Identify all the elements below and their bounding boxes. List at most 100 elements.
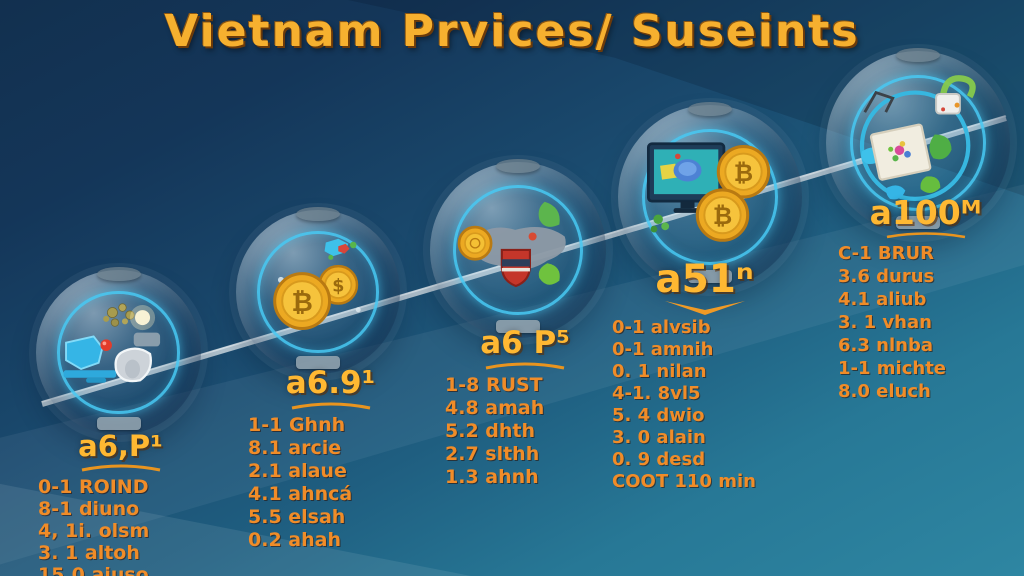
dot	[355, 306, 361, 312]
map-icon	[63, 335, 116, 383]
gold-coin-icon	[457, 225, 493, 261]
stat-line: 1-1 Ghnh	[248, 414, 346, 436]
underline-swoosh	[81, 464, 160, 472]
bubble-ring	[849, 74, 987, 212]
stat-line: 1.3 ahnh	[445, 466, 539, 488]
stage-5-stats: a100ᴹ C-1 BRUR 3.6 durus 4.1 aliub 3. 1 …	[838, 196, 1013, 403]
stat-line: 3. 0 alain	[612, 427, 706, 448]
bubble-base	[688, 270, 732, 284]
green-continent-icon	[920, 134, 952, 194]
bubble-cap	[688, 102, 732, 116]
stat-line: 3. 1 vhan	[838, 312, 932, 333]
stage-2-stats: a6.9¹ 1-1 Ghnh 8.1 arcie 2.1 alaue 4.1 a…	[248, 368, 413, 552]
island-cluster-icon	[102, 303, 135, 327]
bubble-stage-3	[430, 159, 606, 338]
down-arrow-icon	[664, 301, 745, 315]
stat-line: 1-8 RUST	[445, 374, 543, 396]
glow-icon	[129, 304, 155, 330]
gift-box-icon	[869, 123, 932, 181]
sticky-note-icon	[660, 163, 678, 180]
stat-line: 0. 1 nilan	[612, 361, 707, 382]
bubble-ring	[452, 184, 584, 316]
monitor-coins-illustration: ₿ ₿	[647, 142, 771, 242]
bubble-stage-5	[826, 48, 1010, 235]
stat-line: 2.7 slthh	[445, 443, 540, 465]
stage-1-value: a6,P¹	[78, 429, 163, 463]
panel-icon	[133, 332, 160, 347]
stat-line: 0-1 amnih	[612, 339, 714, 360]
bubble-base	[496, 319, 540, 333]
stat-line: 5.5 elsah	[248, 506, 346, 528]
bubble-base	[296, 356, 340, 370]
stat-line: 4.8 amah	[445, 397, 545, 419]
shield-icon	[114, 347, 152, 383]
stat-line: 8-1 diuno	[38, 498, 140, 520]
bubble-base	[96, 417, 141, 431]
stat-line: C-1 BRUR	[838, 243, 934, 264]
bitcoin-symbol: ₿	[291, 288, 312, 318]
stat-line: 4.1 aliub	[838, 289, 927, 310]
bubble-ring	[257, 231, 379, 353]
underline-swoosh	[886, 232, 965, 239]
bitcoin-coin-icon: ₿	[695, 188, 750, 242]
red-dot-icon	[528, 232, 537, 241]
mini-map-icon	[324, 238, 357, 260]
plant-icon	[650, 214, 670, 233]
bubble-ring	[57, 291, 180, 414]
stat-line: 3.6 durus	[838, 266, 935, 287]
stage-2-value: a6.9¹	[285, 365, 376, 401]
green-land-icon	[538, 201, 560, 285]
stage-4-value: a51ⁿ	[655, 257, 754, 302]
bubble-cap	[96, 267, 141, 281]
shield-badge-icon	[500, 248, 532, 288]
dollar-symbol: $	[332, 276, 344, 296]
page-title: Vietnam Prvices/ Suseints	[164, 6, 860, 57]
continent-illustration	[457, 201, 566, 288]
bubble-cap	[496, 159, 540, 173]
bubble-base	[896, 216, 940, 230]
continent-map-icon	[469, 227, 566, 270]
stage-4-stats: a51ⁿ 0-1 alvsib 0-1 amnih 0. 1 nilan 4-1…	[612, 260, 797, 493]
stat-line: 6.3 nlnba	[838, 335, 933, 356]
bitcoin-symbol: ₿	[734, 159, 753, 187]
stat-line: 8.0 eluch	[838, 381, 931, 402]
stage-5-value: a100ᴹ	[869, 193, 982, 232]
wire-icon	[863, 90, 895, 113]
stat-line: 4-1. 8vl5	[612, 383, 701, 404]
bubble-cap	[896, 48, 940, 62]
bitcoin-coin-icon: ₿	[272, 271, 331, 330]
red-marker-icon	[100, 339, 112, 351]
bubble-stage-2: $ ₿	[236, 207, 400, 374]
stage-3-stats: a6 P⁵ 1-8 RUST 4.8 amah 5.2 dhth 2.7 slt…	[445, 328, 605, 489]
stat-line: 0.2 ahah	[248, 529, 341, 551]
stat-line: 15.0 aiuso	[38, 564, 149, 576]
bubble-stage-1	[36, 267, 201, 435]
bubble-cap	[296, 207, 340, 221]
stat-line: 2.1 alaue	[248, 460, 347, 482]
stat-line: 0. 9 desd	[612, 449, 706, 470]
stat-line: 5.2 dhth	[445, 420, 536, 442]
stat-line: 1-1 michte	[838, 358, 947, 379]
bubble-ring	[641, 128, 779, 266]
stat-line: 3. 1 altoh	[38, 542, 140, 564]
stat-line: 0-1 ROIND	[38, 476, 149, 498]
green-loop-icon	[940, 75, 976, 99]
globe-package-illustration	[859, 75, 976, 202]
bitcoin-coin-icon: ₿	[716, 145, 771, 199]
vietnam-map-illustration	[63, 303, 160, 383]
stat-line: 8.1 arcie	[248, 437, 342, 459]
lock-device-icon	[935, 93, 961, 115]
stat-line: 0-1 alvsib	[612, 317, 711, 338]
stat-line: COOT 110 min	[612, 471, 756, 492]
underline-swoosh	[291, 402, 370, 410]
stat-line: 4, 1i. olsm	[38, 520, 150, 542]
stat-line: 5. 4 dwio	[612, 405, 705, 426]
stat-line: 4.1 ahncá	[248, 483, 353, 505]
stage-3-value: a6 P⁵	[480, 325, 570, 361]
stage-1-stats: a6,P¹ 0-1 ROIND 8-1 diuno 4, 1i. olsm 3.…	[38, 432, 203, 576]
bitcoin-symbol: ₿	[713, 202, 732, 230]
coins-illustration: $ ₿	[272, 238, 361, 330]
underline-swoosh	[485, 362, 565, 370]
bubble-stage-4: ₿ ₿	[618, 102, 802, 289]
